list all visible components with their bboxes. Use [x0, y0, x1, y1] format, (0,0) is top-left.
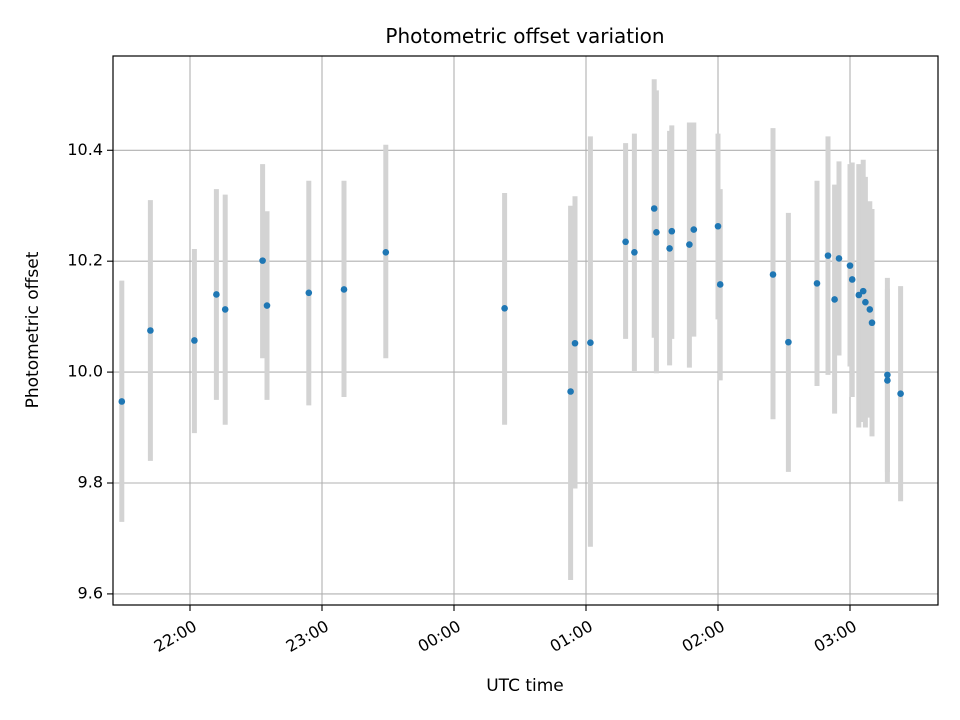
data-point — [668, 227, 676, 235]
x-axis-title: UTC time — [486, 676, 564, 696]
data-point — [221, 306, 229, 313]
data-point — [631, 249, 638, 256]
y-tick-label: 9.8 — [78, 473, 103, 492]
data-point — [868, 319, 876, 327]
data-point — [848, 276, 856, 283]
data-point — [305, 289, 313, 297]
data-point — [785, 338, 792, 346]
data-point — [769, 271, 777, 278]
y-axis-title: Photometric offset — [23, 251, 43, 408]
y-tick-label: 9.6 — [78, 583, 103, 602]
data-point — [191, 337, 198, 344]
data-point — [884, 377, 891, 384]
y-axis-ticks: 9.6 9.8 10.0 10.2 10.4 — [67, 140, 113, 602]
data-point — [259, 257, 266, 264]
data-point — [382, 249, 390, 256]
data-point — [622, 238, 629, 246]
y-tick-label: 10.2 — [67, 251, 103, 270]
data-point — [567, 388, 574, 395]
grid-lines — [113, 56, 938, 605]
y-tick-label: 10.4 — [67, 140, 103, 159]
data-point — [653, 229, 660, 236]
data-point — [835, 255, 843, 262]
data-point — [716, 281, 724, 288]
chart-title: Photometric offset variation — [385, 24, 664, 48]
data-point — [118, 398, 126, 405]
data-point — [501, 305, 508, 312]
data-point — [686, 241, 693, 248]
data-point — [213, 291, 220, 298]
data-point — [714, 222, 722, 230]
data-point — [831, 296, 838, 303]
data-point — [855, 291, 863, 299]
data-point — [690, 226, 698, 233]
data-point — [587, 339, 594, 347]
data-point — [571, 339, 579, 347]
data-point — [263, 302, 271, 309]
data-point — [897, 390, 904, 398]
data-point — [866, 306, 874, 313]
data-point — [666, 245, 673, 252]
y-tick-label: 10.0 — [67, 362, 103, 381]
data-point — [340, 286, 348, 293]
data-point — [650, 205, 658, 212]
plot-frame — [112, 55, 939, 606]
data-point — [147, 327, 154, 334]
data-point — [862, 298, 869, 306]
data-point — [824, 252, 832, 259]
data-point — [846, 262, 854, 269]
data-point — [884, 371, 891, 379]
data-point — [813, 280, 821, 287]
data-points — [118, 205, 904, 405]
data-point — [859, 287, 867, 295]
